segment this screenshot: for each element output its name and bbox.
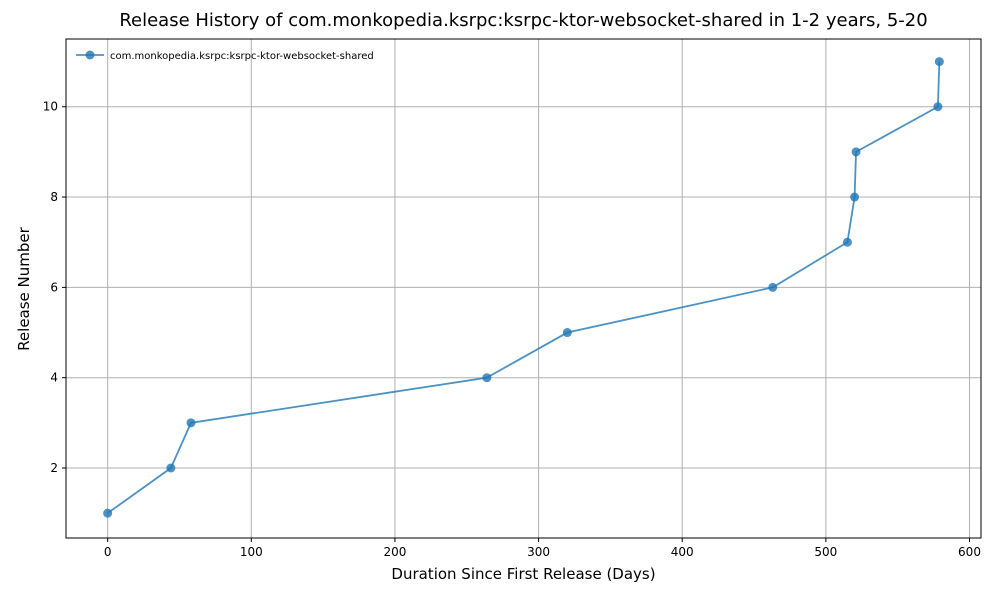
chart-title: Release History of com.monkopedia.ksrpc:… (119, 10, 928, 31)
x-tick-label: 0 (104, 545, 112, 559)
legend-marker (85, 50, 95, 60)
data-point (482, 373, 492, 383)
grid-layer (66, 39, 981, 538)
data-point (934, 57, 944, 67)
y-tick-label: 8 (50, 190, 58, 204)
legend-label: com.monkopedia.ksrpc:ksrpc-ktor-websocke… (110, 51, 374, 62)
series-layer (103, 57, 944, 518)
x-axis-label: Duration Since First Release (Days) (391, 565, 656, 583)
data-point (933, 102, 943, 112)
y-axis-label: Release Number (15, 227, 33, 351)
data-point (850, 192, 860, 202)
data-point (768, 282, 778, 292)
data-point (562, 328, 572, 338)
y-tick-label: 2 (50, 461, 58, 475)
y-tick-label: 4 (50, 371, 58, 385)
data-point (851, 147, 861, 157)
x-tick-label: 600 (958, 545, 981, 559)
data-point (186, 418, 196, 428)
data-point (103, 508, 113, 518)
tick-layer: 0 100 200 300 400 500 600 2 4 6 8 10 (43, 100, 981, 559)
legend: com.monkopedia.ksrpc:ksrpc-ktor-websocke… (76, 50, 374, 62)
x-tick-label: 300 (527, 545, 550, 559)
plot-frame (65, 38, 982, 539)
data-point (842, 237, 852, 247)
x-tick-label: 100 (240, 545, 263, 559)
x-tick-label: 400 (671, 545, 694, 559)
x-tick-label: 500 (814, 545, 837, 559)
y-tick-label: 6 (50, 280, 58, 294)
y-tick-label: 10 (43, 100, 58, 114)
x-tick-label: 200 (383, 545, 406, 559)
data-point (166, 463, 176, 473)
